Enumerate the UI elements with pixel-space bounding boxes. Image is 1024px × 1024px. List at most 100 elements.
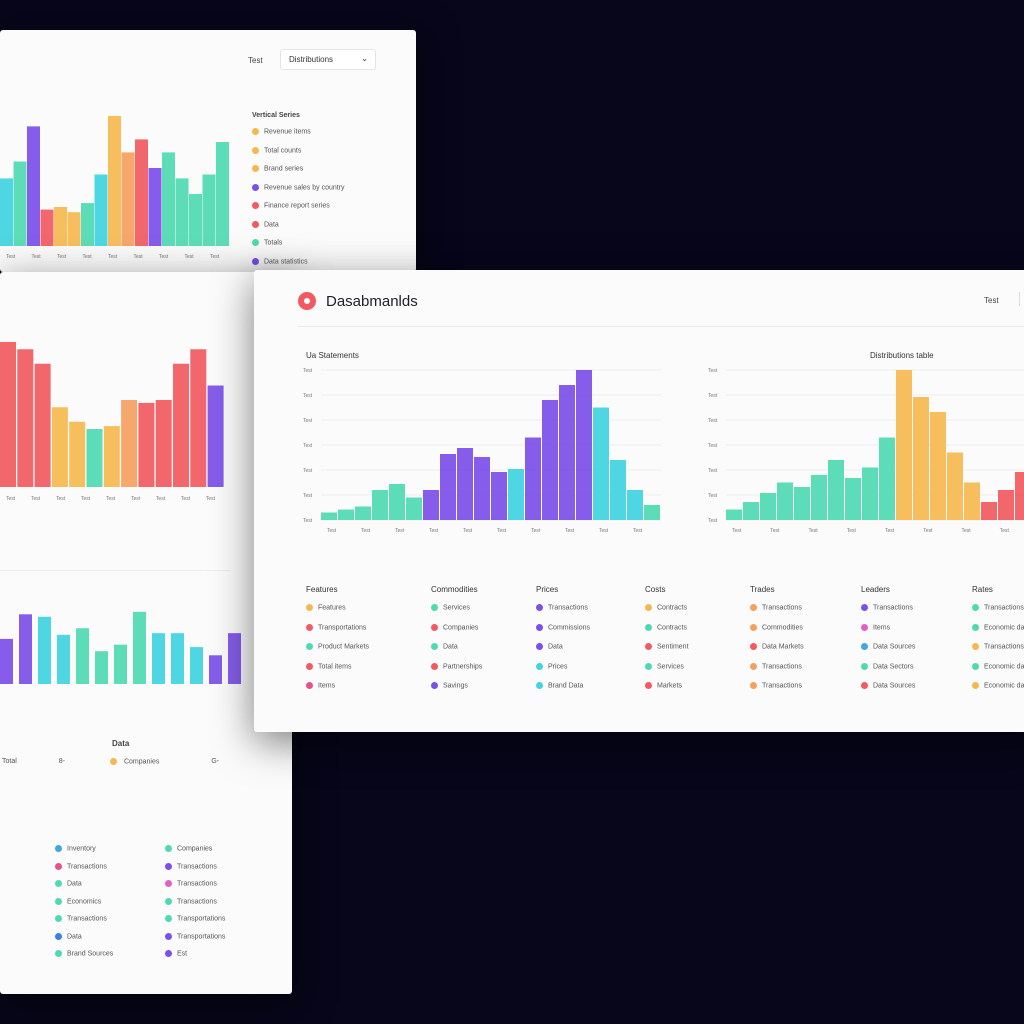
chart-bar[interactable] <box>152 633 165 684</box>
chart-bar[interactable] <box>338 509 354 521</box>
left-legend-item[interactable]: Transactions <box>165 862 217 870</box>
chart-bar[interactable] <box>491 472 507 520</box>
chart-bar[interactable] <box>0 342 16 487</box>
chart-bar[interactable] <box>879 437 895 521</box>
chart-bar[interactable] <box>896 370 912 520</box>
front-legend-item[interactable]: Features <box>306 604 346 611</box>
left-legend-item[interactable]: Inventory <box>55 845 96 852</box>
chart-bar[interactable] <box>0 178 13 246</box>
chart-bar[interactable] <box>508 469 524 520</box>
chart-bar[interactable] <box>423 490 439 520</box>
front-legend-item[interactable]: Economic data <box>972 623 1024 631</box>
chart-bar[interactable] <box>726 509 742 521</box>
front-legend-item[interactable]: Commissions <box>536 623 590 631</box>
chart-bar[interactable] <box>811 475 827 520</box>
chart-bar[interactable] <box>54 207 67 246</box>
chart-bar[interactable] <box>216 142 229 246</box>
front-legend-item[interactable]: Data <box>431 643 458 650</box>
chart-bar[interactable] <box>51 407 68 487</box>
front-legend-item[interactable]: Data Markets <box>750 643 804 650</box>
front-legend-item[interactable]: Transactions <box>750 682 802 689</box>
front-legend-item[interactable]: Services <box>645 662 684 670</box>
back-legend-item[interactable]: Revenue sales by country <box>252 183 345 191</box>
chart-bar[interactable] <box>828 460 844 520</box>
chart-bar[interactable] <box>175 178 189 246</box>
chart-bar[interactable] <box>207 385 224 488</box>
front-legend-item[interactable]: Savings <box>431 682 468 689</box>
chart-bar[interactable] <box>76 628 89 684</box>
back-legend-item[interactable]: Total counts <box>252 146 301 154</box>
chart-bar[interactable] <box>1015 472 1024 520</box>
front-legend-item[interactable]: Sentiment <box>645 643 689 650</box>
chart-bar[interactable] <box>17 349 34 487</box>
chart-bar[interactable] <box>86 429 103 487</box>
chart-bar[interactable] <box>321 512 337 521</box>
front-legend-item[interactable]: Transactions <box>750 662 802 670</box>
back-legend-item[interactable]: Finance report series <box>252 202 330 209</box>
front-legend-item[interactable]: Data <box>536 643 563 650</box>
chart-bar[interactable] <box>372 490 388 520</box>
chart-bar[interactable] <box>981 502 997 520</box>
front-legend-item[interactable]: Economic data <box>972 682 1024 689</box>
chart-bar[interactable] <box>189 194 202 246</box>
front-legend-item[interactable]: Data Sources <box>861 643 915 650</box>
chart-bar[interactable] <box>913 397 929 520</box>
chart-bar[interactable] <box>559 385 575 520</box>
chart-bar[interactable] <box>135 139 148 246</box>
chart-bar[interactable] <box>947 452 963 521</box>
chart-bar[interactable] <box>389 484 405 520</box>
chart-bar[interactable] <box>95 651 108 684</box>
front-legend-item[interactable]: Transactions <box>536 604 588 611</box>
chart-bar[interactable] <box>644 505 660 520</box>
left-legend-item[interactable]: Transactions <box>55 862 107 870</box>
chart-bar[interactable] <box>998 490 1014 520</box>
front-legend-item[interactable]: Items <box>306 682 335 689</box>
chart-bar[interactable] <box>593 407 609 521</box>
left-legend-item[interactable]: Transactions <box>165 897 217 905</box>
chart-bar[interactable] <box>69 421 86 487</box>
chart-bar[interactable] <box>94 174 108 247</box>
chart-bar[interactable] <box>13 161 27 247</box>
chart-bar[interactable] <box>964 482 980 521</box>
chart-bar[interactable] <box>162 152 175 246</box>
chart-bar[interactable] <box>121 152 135 246</box>
chart-bar[interactable] <box>209 655 222 684</box>
back-range-select[interactable]: Distributions ⌄ <box>280 49 376 70</box>
chart-bar[interactable] <box>525 437 541 521</box>
back-legend-item[interactable]: Revenue items <box>252 128 311 135</box>
left-legend-item[interactable]: Data <box>55 932 82 940</box>
chart-bar[interactable] <box>760 493 776 520</box>
chart-bar[interactable] <box>355 506 371 521</box>
chart-bar[interactable] <box>930 412 946 520</box>
chart-bar[interactable] <box>155 400 172 487</box>
left-legend-item[interactable]: Transportations <box>165 915 225 922</box>
chart-bar[interactable] <box>114 644 127 684</box>
chart-bar[interactable] <box>138 402 155 487</box>
left-legend-item[interactable]: Transactions <box>55 915 107 922</box>
front-legend-item[interactable]: Transactions <box>750 604 802 611</box>
chart-bar[interactable] <box>862 467 878 521</box>
back-legend-item[interactable]: Totals <box>252 239 282 246</box>
chart-bar[interactable] <box>190 349 207 487</box>
back-legend-item[interactable]: Data statistics <box>252 257 308 265</box>
chart-bar[interactable] <box>57 634 70 684</box>
chart-bar[interactable] <box>845 478 861 520</box>
chart-bar[interactable] <box>0 638 13 684</box>
front-legend-item[interactable]: Transactions <box>972 643 1024 650</box>
chart-bar[interactable] <box>108 116 121 246</box>
front-legend-item[interactable]: Services <box>431 604 470 611</box>
left-legend-item[interactable]: Transactions <box>165 880 217 887</box>
front-legend-item[interactable]: Brand Data <box>536 682 583 689</box>
chart-bar[interactable] <box>777 482 793 521</box>
chart-bar[interactable] <box>81 203 94 246</box>
front-legend-item[interactable]: Partnerships <box>431 662 482 670</box>
front-legend-item[interactable]: Economic data <box>972 662 1024 670</box>
front-legend-item[interactable]: Markets <box>645 682 682 689</box>
chart-bar[interactable] <box>474 457 490 520</box>
chart-bar[interactable] <box>38 616 51 684</box>
chart-bar[interactable] <box>794 487 810 520</box>
chart-bar[interactable] <box>148 168 162 246</box>
front-legend-item[interactable]: Prices <box>536 662 567 670</box>
back-legend-item[interactable]: Brand series <box>252 165 303 172</box>
chart-bar[interactable] <box>27 126 40 246</box>
